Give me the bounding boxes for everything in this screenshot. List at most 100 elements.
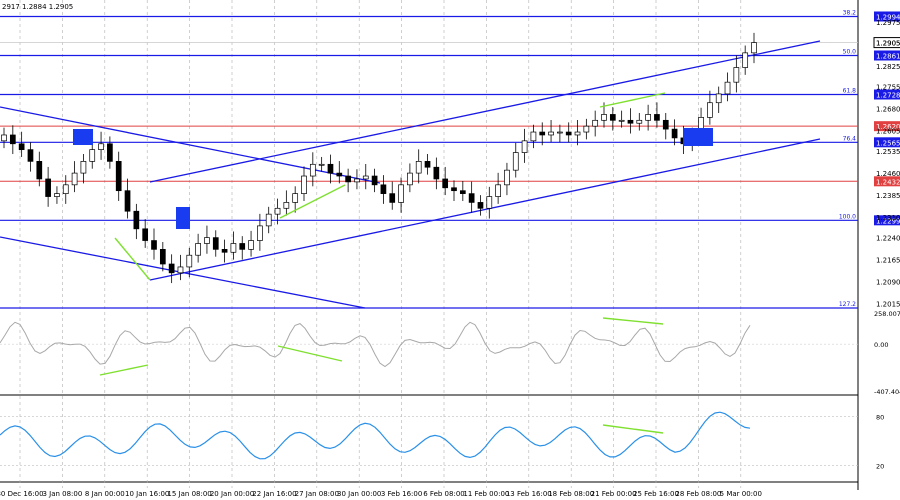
candle-body [54, 193, 60, 197]
candle-body [539, 131, 546, 136]
price-tick-label: 1.2755 [876, 84, 900, 92]
x-tick-label: 20 Jan 00:00 [210, 490, 254, 498]
candle-body [609, 114, 616, 121]
red-price-tag-text: 1.2432 [876, 178, 900, 186]
price-tag [874, 215, 900, 226]
candle-body [239, 243, 246, 250]
candle-body [627, 119, 634, 124]
cci-tick-label: -407.404 [874, 388, 900, 396]
candle-body [477, 202, 484, 209]
price-tag-text: 1.2728 [876, 92, 900, 100]
candle-body [415, 161, 422, 174]
x-tick-label: 10 Jan 16:00 [125, 490, 169, 498]
x-tick-label: 15 Jan 08:00 [167, 490, 211, 498]
cci-tick-label: 0.00 [874, 341, 888, 349]
candle-body [407, 172, 413, 186]
candle-body [1, 134, 7, 142]
candle-body [212, 237, 219, 250]
candle-body [204, 237, 210, 244]
candle-body [601, 114, 607, 121]
divergence-line [279, 184, 346, 219]
red-price-tag [874, 121, 900, 132]
price-tick-label: 1.2905 [876, 40, 900, 48]
candle-body [451, 187, 457, 192]
axis-labels: 30 Dec 16:003 Jan 08:00 8 Jan 00:00 10 Jan… [0, 19, 900, 498]
candle-body [133, 210, 140, 230]
candle-body [548, 131, 554, 136]
fib-level-label: 38.2 [843, 9, 857, 16]
x-tick-label: 22 Jan 16:00 [252, 490, 296, 498]
fib-level-label: 61.8 [843, 88, 857, 95]
fib-level-label: 127.2 [839, 301, 856, 308]
candle-body [565, 131, 572, 136]
x-tick-label: 13 Feb 16:00 [506, 490, 552, 498]
candle-body [274, 207, 281, 215]
candle-body [107, 143, 113, 162]
price-tick-label: 1.2825 [876, 63, 900, 71]
candle-body [230, 243, 237, 253]
x-tick-label: 8 Jan 00:00 [85, 490, 125, 498]
x-tick-label: 3 Feb 16:00 [381, 490, 422, 498]
price-tag [874, 50, 900, 61]
price-tick-label: 1.2310 [876, 214, 900, 222]
candle-body [645, 114, 651, 121]
price-tag-text: 1.2994 [876, 13, 900, 21]
x-tick-label: 28 Feb 08:00 [675, 490, 721, 498]
candle-body [195, 243, 201, 256]
price-tag-text: 1.2565 [876, 139, 900, 147]
cci-panel: 258.0074 0.00 -407.404 [0, 310, 900, 396]
fib-level-label: 100.0 [839, 213, 856, 220]
price-tick-label: 1.2460 [876, 170, 900, 178]
candle-body [257, 225, 263, 241]
candle-body [742, 52, 749, 68]
candle-body [345, 175, 351, 183]
candle-body [424, 161, 431, 168]
candle-body [265, 213, 272, 227]
candle-body [371, 175, 378, 186]
candle-body [248, 240, 254, 250]
candle-body [71, 172, 78, 186]
price-tick-label: 1.2605 [876, 128, 900, 136]
candle-body [98, 143, 104, 150]
price-tag [874, 11, 900, 22]
trend-channel-line [149, 40, 821, 183]
rsi-tick-label: 80 [876, 413, 884, 421]
candle-body [592, 119, 599, 127]
candle-body [124, 190, 131, 212]
candle-body [301, 175, 307, 194]
candle-body [662, 119, 669, 130]
candle-body [168, 263, 175, 274]
candle-body [159, 248, 166, 265]
rsi-panel: 80 20 [0, 411, 884, 471]
candle-body [557, 131, 563, 134]
cci-divergence-line [277, 345, 343, 362]
candle-body [459, 190, 466, 194]
x-tick-label: 5 Mar 00:00 [720, 490, 762, 498]
current-price-tag [873, 37, 900, 49]
candle-body [186, 254, 193, 268]
candle-body [512, 152, 519, 171]
candle-body [751, 42, 757, 54]
candle-body [327, 163, 334, 174]
candle-body [354, 178, 360, 183]
candle-body [583, 125, 590, 133]
candle-body [151, 240, 157, 250]
candle-body [671, 128, 678, 139]
candle-body [715, 93, 722, 104]
candle-body [724, 81, 731, 95]
x-tick-label: 3 Jan 08:00 [42, 490, 82, 498]
candle-body [433, 166, 440, 180]
red-price-tag-text: 1.2620 [876, 123, 900, 131]
candle-body [486, 196, 493, 209]
price-tick-label: 1.2680 [876, 106, 900, 114]
candle-body [504, 169, 510, 186]
x-tick-label: 11 Feb 00:00 [463, 490, 509, 498]
candle-body [530, 131, 537, 142]
rsi-divergence-line [602, 424, 664, 434]
rsi-tick-label: 20 [876, 463, 884, 471]
candle-body [398, 184, 404, 203]
trend-channel-line [149, 138, 821, 281]
price-tag-text: 1.2299 [876, 217, 900, 225]
marker-square [176, 207, 190, 229]
